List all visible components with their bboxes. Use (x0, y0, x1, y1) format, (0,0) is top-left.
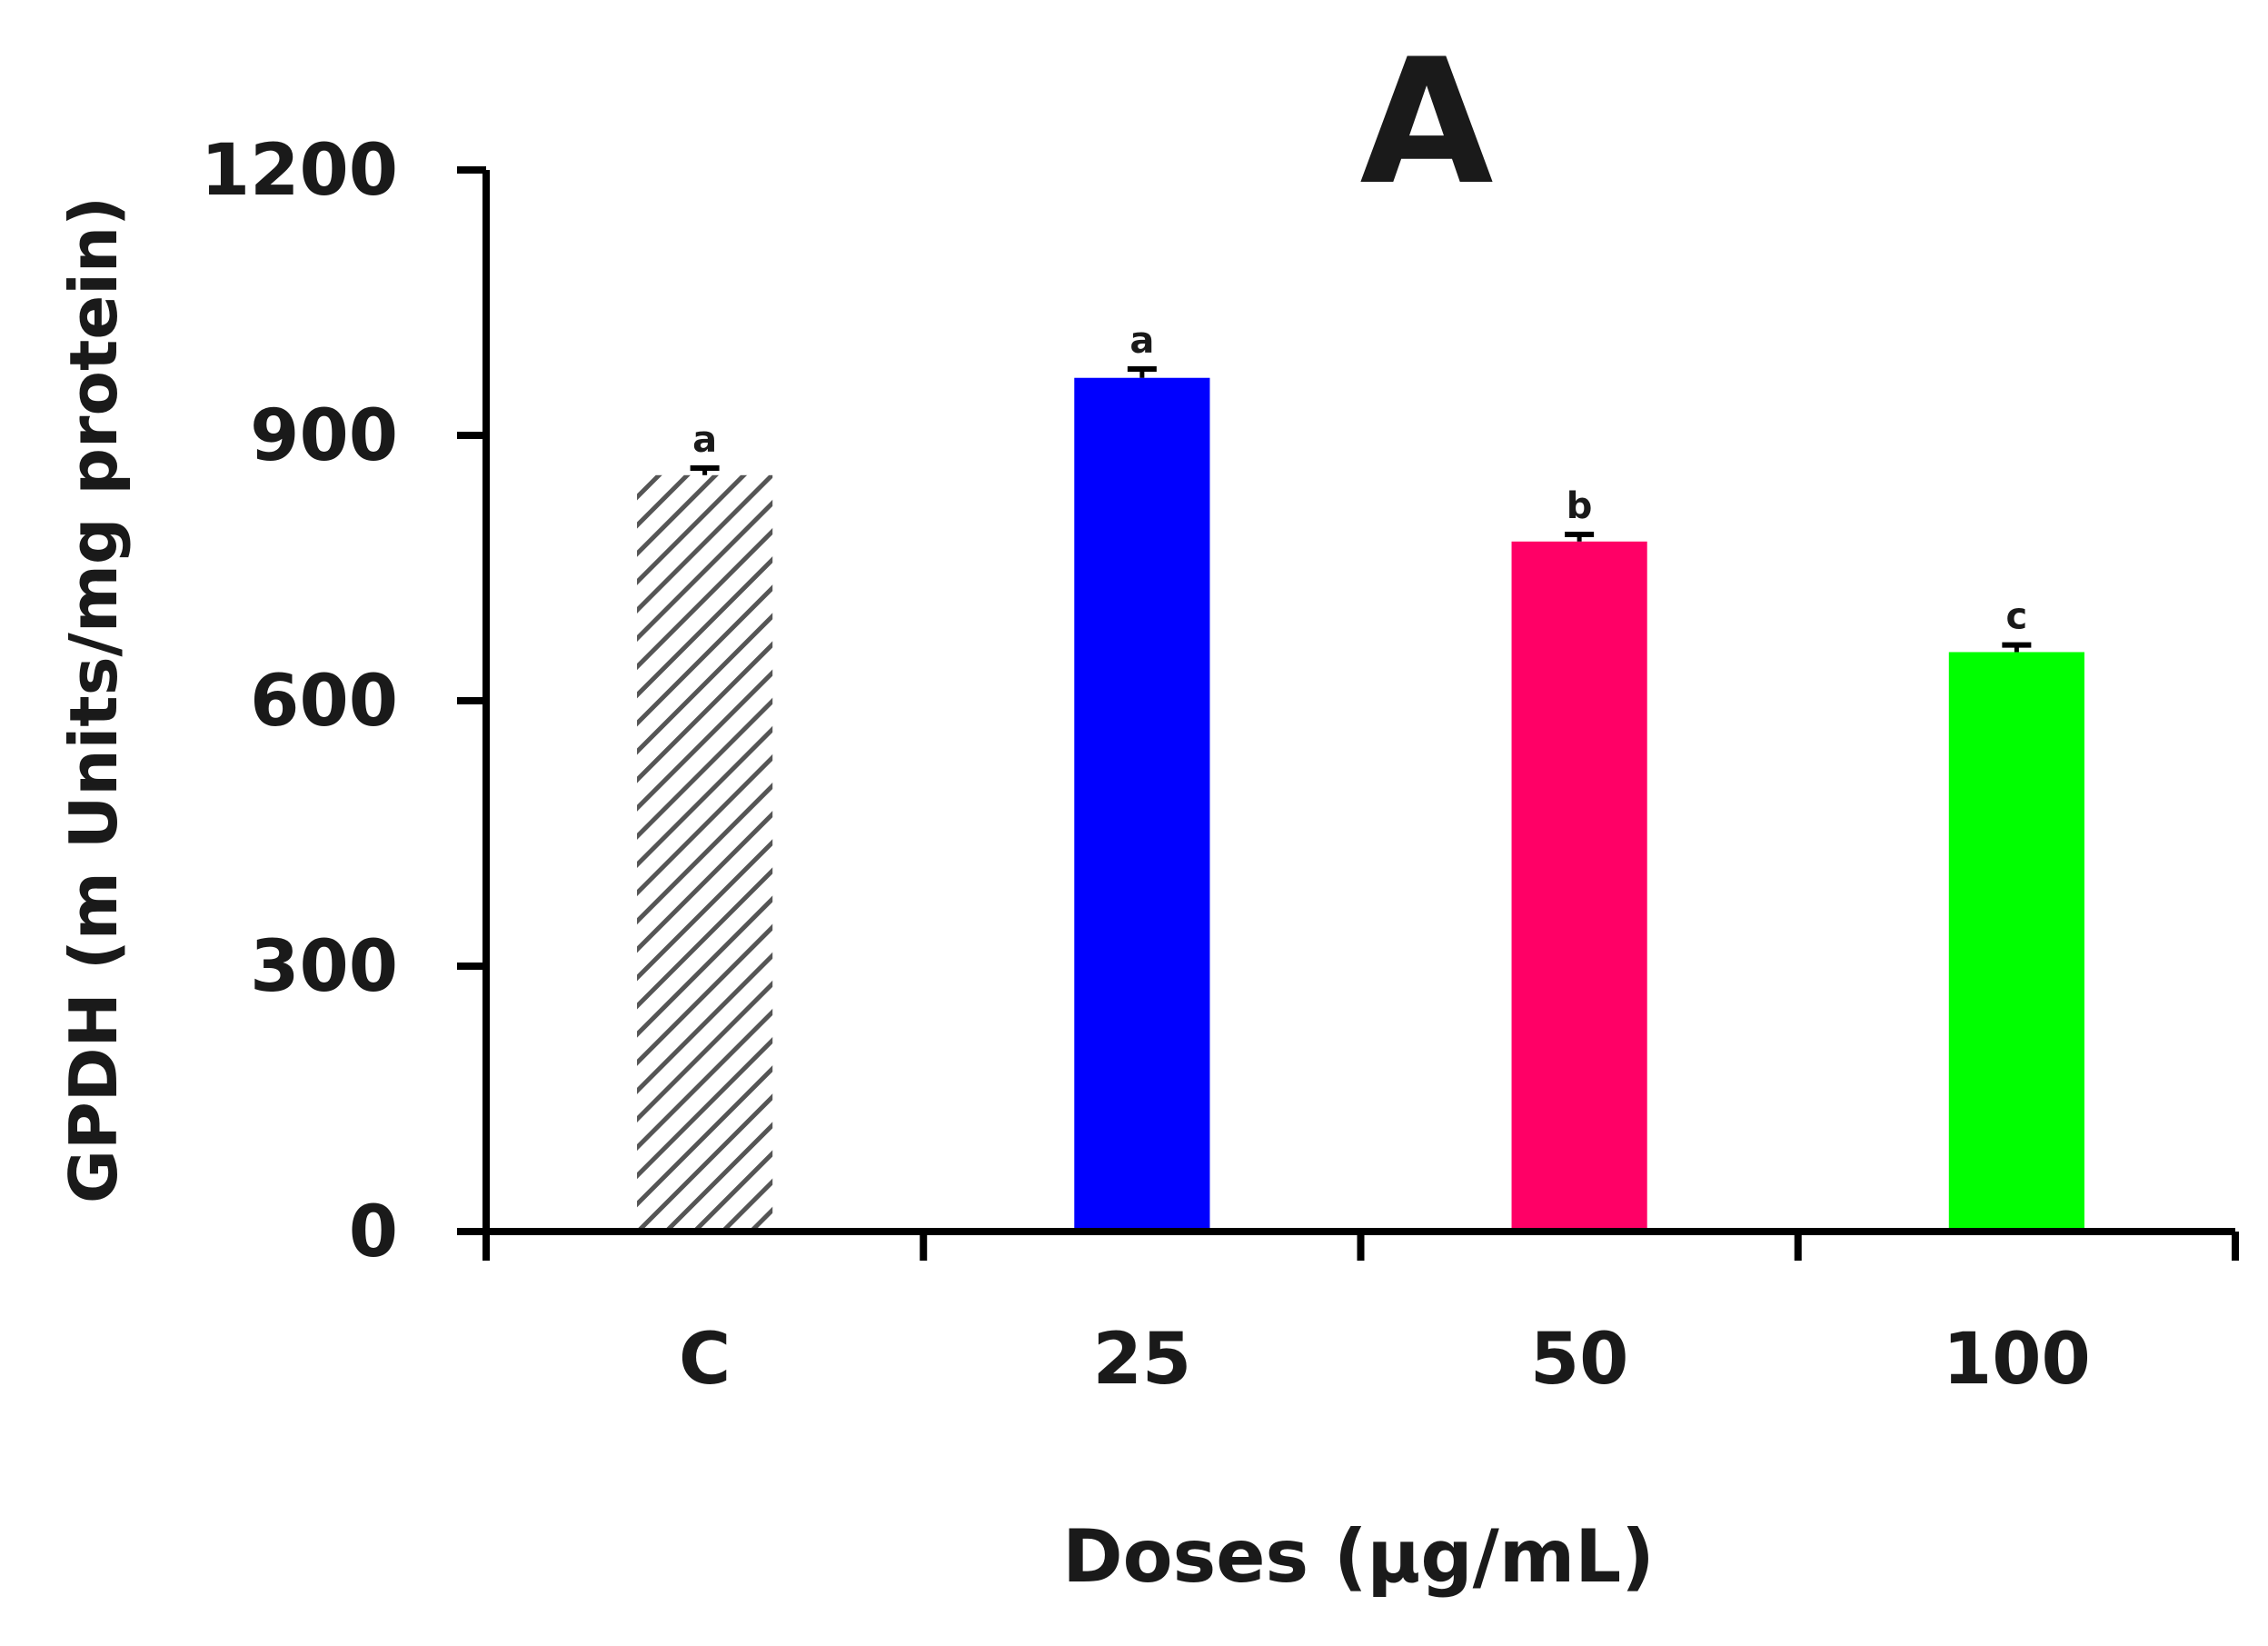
bar-C (637, 474, 773, 1232)
significance-label-100: c (2006, 596, 2028, 638)
x-tick-label-25: 25 (1093, 1319, 1192, 1401)
x-tick-label-C: C (679, 1319, 731, 1401)
chart-title: A (1359, 22, 1493, 223)
significance-label-50: b (1567, 485, 1593, 527)
y-tick-label-600: 600 (250, 661, 398, 743)
x-tick-label-50: 50 (1530, 1319, 1629, 1401)
bar-100 (1948, 652, 2084, 1232)
y-tick-label-0: 0 (349, 1192, 398, 1273)
y-axis-label: GPDH (m Units/mg protein) (55, 196, 132, 1203)
y-tick-label-900: 900 (250, 395, 398, 477)
x-tick-label-100: 100 (1943, 1319, 2091, 1401)
plot-area: a Ca 25 b 50 c 100 0 300 600 900 1200 (201, 130, 2239, 1401)
bar-25 (1074, 377, 1210, 1232)
y-tick-label-300: 300 (250, 926, 398, 1008)
y-tick-label-1200: 1200 (201, 130, 398, 212)
bar-50 (1511, 541, 1647, 1232)
significance-label-C: a (692, 419, 717, 461)
x-axis-label: Doses (µg/mL) (1062, 1514, 1655, 1599)
significance-label-25: a (1129, 320, 1154, 362)
